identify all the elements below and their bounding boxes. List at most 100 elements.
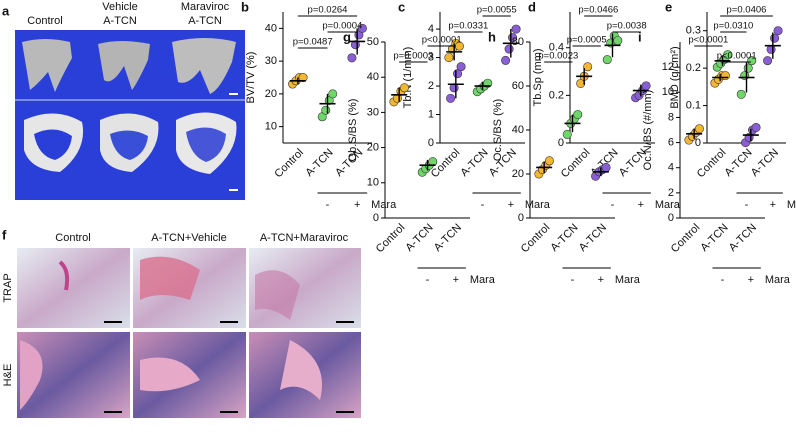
data-point (456, 62, 466, 72)
column-label: A-TCN (188, 15, 222, 27)
y-tick-label: 0 (558, 137, 564, 149)
x-tick-label: A-TCN (698, 222, 730, 254)
data-point (321, 105, 331, 115)
x-tick-label: A-TCN (727, 222, 759, 254)
y-tick-label: 40 (265, 22, 277, 34)
y-axis-label: Oc.S/BS (%) (492, 99, 504, 161)
data-point (736, 89, 746, 99)
y-tick-label: 10 (662, 86, 674, 98)
y-tick-label: 3 (428, 51, 434, 63)
row-label: H&E (2, 364, 14, 387)
panel-letter: d (528, 0, 536, 14)
treatment-sign: - (745, 199, 749, 211)
y-axis-label: Tb.Sp (mm) (532, 48, 544, 106)
y-tick-label: 0 (428, 137, 434, 149)
treatment-sign: + (354, 199, 360, 211)
y-tick-label: 4 (428, 23, 434, 35)
p-value: p=0.0004 (322, 21, 362, 32)
treatment-sign: + (748, 274, 754, 286)
y-tick-label: 12 (662, 61, 674, 73)
y-axis-label: BMD (g/cm²) (669, 46, 681, 108)
panel-letter: h (488, 29, 496, 44)
p-value: p<0.0001 (422, 35, 462, 46)
panel-letter: c (398, 0, 405, 14)
treatment-sign: - (426, 274, 430, 286)
panel-letter: a (2, 3, 10, 18)
y-axis-label: BV/TV (%) (245, 52, 257, 104)
data-point (747, 56, 757, 66)
column-label: A-TCN (103, 15, 137, 27)
data-point (602, 55, 612, 65)
y-tick-label: 20 (367, 142, 379, 154)
data-point (511, 24, 521, 34)
y-tick-label: 0.4 (549, 42, 564, 54)
treatment-label: Mara (525, 199, 551, 211)
y-tick-label: 30 (367, 106, 379, 118)
y-tick-label: 0.1 (686, 99, 701, 111)
panel-letter: e (665, 0, 672, 14)
p-value: p=0.0055 (477, 5, 517, 16)
y-tick-label: 10 (367, 177, 379, 189)
histology-images (17, 248, 361, 418)
y-axis-label: Oc.N/BS (#/mm) (642, 90, 654, 171)
data-point (743, 63, 753, 73)
y-tick-label: 40 (512, 124, 524, 136)
y-tick-label: 0 (695, 137, 701, 149)
treatment-sign: + (638, 199, 644, 211)
data-point (740, 71, 750, 81)
data-point (501, 55, 511, 65)
treatment-sign: - (571, 274, 575, 286)
data-point (328, 89, 338, 99)
treatment-sign: + (598, 274, 604, 286)
x-tick-label: Control (559, 147, 593, 181)
y-tick-label: 50 (367, 36, 379, 48)
microct-image (15, 30, 245, 200)
data-point (298, 73, 308, 83)
y-tick-label: 30 (265, 55, 277, 67)
x-tick-label: A-TCN (458, 147, 490, 179)
data-point (573, 110, 583, 120)
treatment-label: Mara (787, 199, 796, 211)
x-tick-label: A-TCN (722, 147, 754, 179)
panel-letter: g (343, 29, 351, 44)
data-point (583, 62, 593, 72)
p-value: p=0.0466 (578, 5, 618, 16)
p-value: p=0.0038 (607, 21, 647, 32)
treatment-sign: + (770, 199, 776, 211)
y-tick-label: 0.3 (686, 25, 701, 37)
data-point (347, 53, 357, 63)
data-point (613, 36, 623, 46)
column-label: Control (55, 232, 90, 244)
p-value: p=0.0331 (448, 21, 488, 32)
panel-letter: i (638, 29, 642, 44)
treatment-sign: + (453, 274, 459, 286)
data-point (720, 71, 730, 81)
y-tick-label: 0.2 (549, 89, 564, 101)
y-tick-label: 40 (367, 71, 379, 83)
y-tick-label: 6 (668, 136, 674, 148)
panel-letter: b (241, 0, 249, 14)
data-point (641, 81, 651, 91)
data-point (562, 129, 572, 139)
x-tick-label: A-TCN (432, 222, 464, 254)
y-tick-label: 60 (512, 80, 524, 92)
column-label: Maraviroc (181, 1, 230, 13)
data-point (763, 56, 773, 66)
y-tick-label: 0.2 (686, 62, 701, 74)
x-tick-label: Control (695, 147, 729, 181)
x-tick-label: Control (519, 222, 553, 256)
data-point (773, 26, 783, 36)
y-axis-label: Ob.S/BS (%) (347, 99, 359, 162)
treatment-label: Mara (470, 274, 496, 286)
treatment-label: Mara (371, 199, 397, 211)
data-point (766, 44, 776, 54)
column-label: A-TCN+Vehicle (151, 232, 227, 244)
x-tick-label: A-TCN (749, 147, 781, 179)
y-tick-label: 8 (668, 111, 674, 123)
p-value: p=0.0406 (727, 5, 767, 16)
data-point (399, 83, 409, 93)
data-point (357, 23, 367, 33)
x-tick-label: Control (272, 147, 306, 181)
y-tick-label: 1 (428, 108, 434, 120)
